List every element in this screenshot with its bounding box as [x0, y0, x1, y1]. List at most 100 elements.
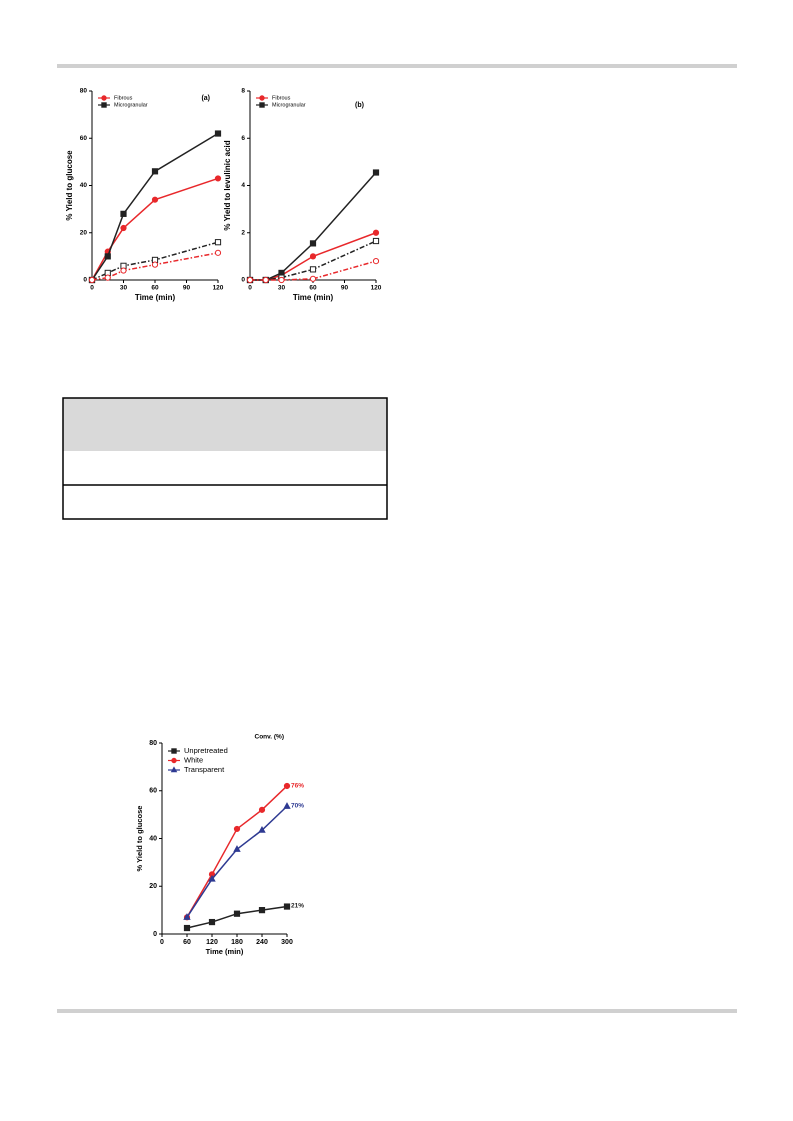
x-tick-label: 90 [341, 285, 349, 292]
x-axis-label: Time (min) [293, 293, 334, 302]
x-tick-label: 240 [256, 939, 268, 946]
y-tick-label: 0 [83, 277, 87, 284]
legend-label: Fibrous [114, 95, 133, 101]
y-tick-label: 20 [80, 229, 88, 236]
y-tick-label: 20 [149, 883, 157, 890]
legend-label: Microgranular [114, 102, 148, 108]
x-tick-label: 30 [278, 285, 286, 292]
table-border [62, 397, 388, 520]
annotation: (a) [201, 95, 210, 102]
legend-marker [171, 748, 177, 754]
marker [258, 825, 266, 833]
marker [372, 229, 380, 236]
y-tick-label: 0 [241, 277, 245, 284]
x-tick-label: 120 [206, 939, 218, 946]
marker [283, 903, 291, 910]
y-tick-label: 6 [241, 135, 245, 142]
marker [372, 258, 380, 265]
legend-marker [101, 95, 107, 101]
legend-marker [259, 95, 265, 101]
marker [88, 276, 96, 284]
x-tick-label: 0 [248, 285, 252, 292]
marker [309, 275, 317, 282]
series-line [186, 905, 288, 929]
y-tick-label: 40 [80, 182, 88, 189]
marker [258, 907, 266, 914]
legend-marker [171, 757, 177, 764]
x-tick-label: 30 [120, 285, 128, 292]
annotation: Conv. (%) [255, 734, 285, 741]
legend-marker [170, 766, 178, 773]
y-tick-label: 8 [241, 88, 245, 95]
legend-label: White [184, 755, 203, 764]
y-tick-label: 4 [241, 182, 245, 189]
legend-marker [259, 102, 265, 108]
x-tick-label: 60 [151, 285, 159, 292]
legend-marker [101, 102, 107, 108]
header-rule [57, 64, 737, 68]
x-tick-label: 180 [231, 939, 243, 946]
legend-label: Unpretreated [184, 746, 228, 755]
y-tick-label: 60 [80, 135, 88, 142]
marker [309, 240, 317, 247]
footer-rule [57, 1009, 737, 1013]
x-tick-label: 60 [183, 939, 191, 946]
marker [183, 913, 191, 920]
x-tick-label: 300 [281, 939, 293, 946]
x-tick-label: 60 [309, 285, 317, 292]
marker [104, 274, 111, 281]
marker [283, 802, 291, 809]
y-tick-label: 2 [241, 229, 245, 236]
marker [151, 261, 159, 268]
marker [309, 253, 317, 260]
x-axis-label: Time (min) [206, 947, 244, 956]
marker [283, 782, 291, 790]
legend-label: Fibrous [272, 95, 291, 101]
annotation: (b) [355, 102, 364, 109]
marker [120, 267, 127, 274]
annotation: 70% [291, 803, 304, 810]
y-tick-label: 80 [80, 88, 88, 95]
marker [183, 924, 191, 932]
marker [278, 276, 285, 284]
chart: 0 20 40 60 80 0 60 120 180 240 300 Time (min) % Yiel… [135, 734, 304, 956]
x-tick-label: 0 [160, 939, 164, 946]
marker [233, 910, 241, 917]
marker [233, 845, 241, 852]
marker [214, 249, 222, 256]
marker [233, 825, 241, 833]
marker [262, 276, 269, 284]
y-tick-label: 60 [149, 788, 157, 795]
marker [120, 224, 127, 232]
legend-label: Transparent [184, 765, 225, 774]
y-axis-label: % Yield to glucose [135, 806, 144, 872]
marker [246, 276, 254, 284]
chart: 0 20 40 60 80 0 30 60 90 120 Time (min) % Yield to … [65, 88, 224, 302]
y-axis-label: % Yield to glucose [65, 150, 74, 221]
marker [208, 874, 216, 882]
marker [372, 169, 380, 176]
chart: 0 2 4 6 8 0 30 60 90 120 Time (min) % Yield to levu… [223, 88, 382, 302]
marker [372, 237, 380, 245]
table-header [63, 398, 387, 451]
marker [214, 175, 222, 182]
marker [309, 266, 317, 273]
table [62, 397, 388, 520]
annotation: 21% [291, 903, 304, 910]
series-line [186, 805, 288, 918]
x-tick-label: 120 [371, 285, 382, 292]
y-tick-label: 80 [149, 740, 157, 747]
series-line [250, 240, 377, 281]
x-tick-label: 120 [213, 285, 224, 292]
marker [151, 196, 159, 203]
legend-label: Microgranular [272, 102, 306, 108]
x-tick-label: 0 [90, 285, 94, 292]
y-tick-label: 0 [153, 931, 157, 938]
marker [214, 239, 222, 246]
marker [214, 130, 222, 137]
marker [258, 806, 266, 813]
marker [104, 253, 111, 260]
x-axis-label: Time (min) [135, 293, 176, 302]
